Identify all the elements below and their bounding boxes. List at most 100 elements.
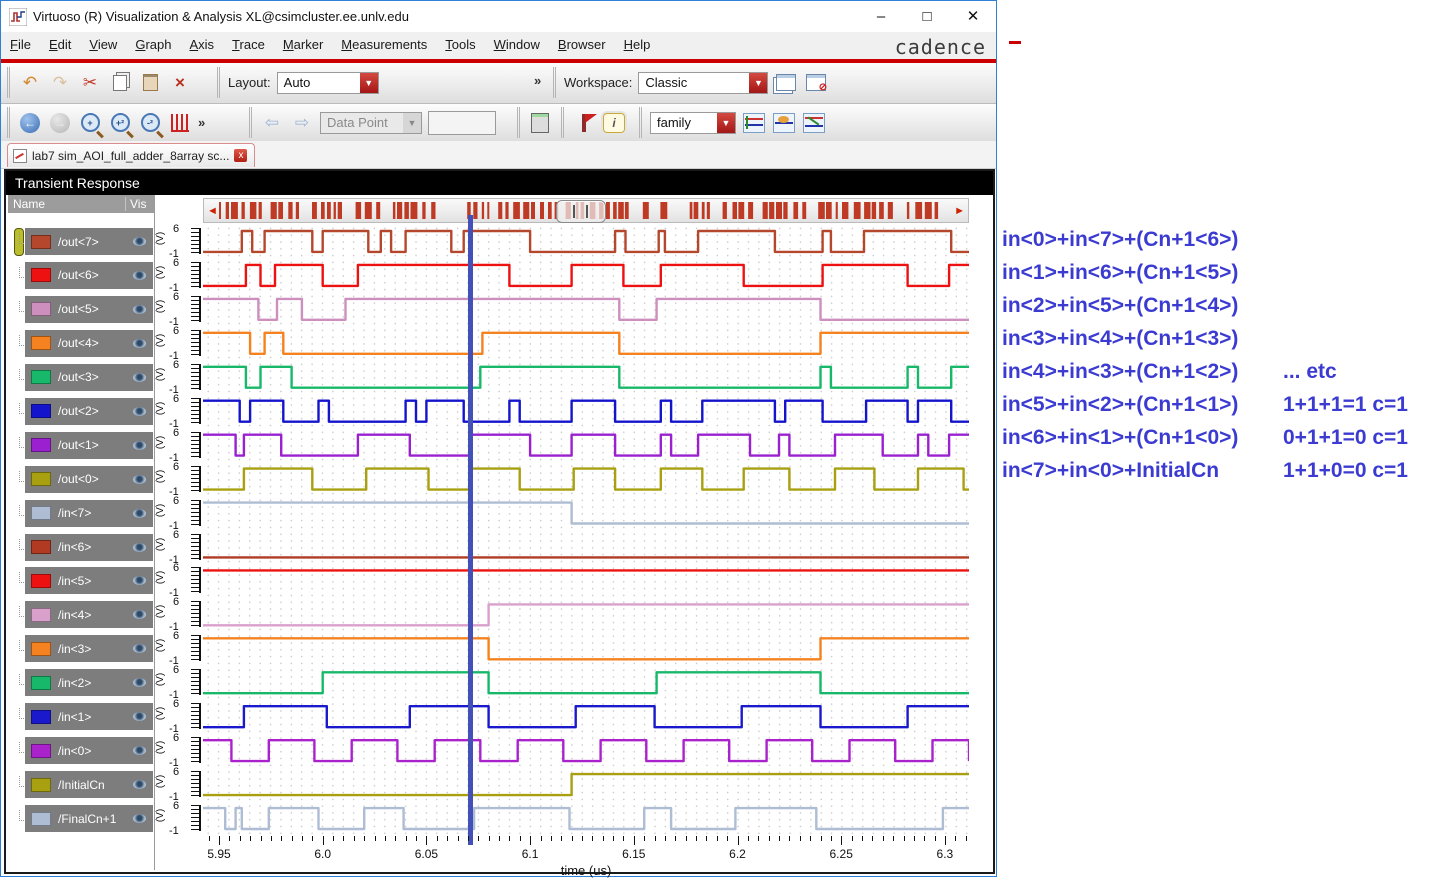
signal-row-out1[interactable]: /out<1> [25,432,153,459]
family-group: family ▼ [639,107,826,138]
label-icon[interactable]: i [602,111,626,135]
layout-dropdown-arrow[interactable]: ▼ [360,73,378,93]
visibility-eye-icon[interactable] [133,271,146,280]
signal-row-in4[interactable]: /in<4> [25,601,153,628]
visibility-eye-icon[interactable] [133,373,146,382]
toolbar-zoom: ← → + +² -² » ⇦ ⇨ Data Point ▼ [1,104,996,142]
signal-row-in3[interactable]: /in<3> [25,635,153,662]
signal-color-swatch [31,540,51,554]
time-cursor[interactable] [468,215,473,845]
visibility-eye-icon[interactable] [133,576,146,585]
visibility-eye-icon[interactable] [133,339,146,348]
undo-icon[interactable]: ↶ [18,71,42,95]
signal-row-out3[interactable]: /out<3> [25,364,153,391]
exchange-plot-icon[interactable] [802,111,826,135]
visibility-eye-icon[interactable] [133,305,146,314]
overview-scroll-strip[interactable]: ◄ ► [203,198,969,223]
datapoint-dropdown[interactable]: Data Point ▼ [320,112,422,134]
signal-row-in7[interactable]: /in<7> [25,500,153,527]
signal-row-out5[interactable]: /out<5> [25,296,153,323]
signal-name: /out<7> [58,235,133,249]
menu-graph[interactable]: Graph [126,32,180,52]
menu-file[interactable]: File [1,32,40,52]
signal-row-FinalCn1[interactable]: /FinalCn+1 [25,805,153,832]
flag-icon[interactable] [572,111,596,135]
zoom-x-icon[interactable] [168,111,192,135]
menu-marker[interactable]: Marker [274,32,332,52]
menu-window[interactable]: Window [485,32,549,52]
menu-axis[interactable]: Axis [180,32,223,52]
signal-row-in5[interactable]: /in<5> [25,567,153,594]
datapoint-value-field[interactable] [428,111,496,135]
visibility-eye-icon[interactable] [133,780,146,789]
menu-view[interactable]: View [80,32,126,52]
workspace-dropdown[interactable]: Classic ▼ [638,72,768,94]
family-dropdown[interactable]: family ▼ [650,112,736,134]
visibility-eye-icon[interactable] [133,543,146,552]
signal-row-out7[interactable]: /out<7> [25,228,153,255]
prev-point-icon[interactable]: ⇦ [260,111,284,135]
signal-row-in6[interactable]: /in<6> [25,534,153,561]
waveform-plot[interactable] [203,225,969,836]
close-button[interactable]: ✕ [950,1,996,32]
signal-row-out4[interactable]: /out<4> [25,330,153,357]
back-icon[interactable]: ← [18,111,42,135]
visibility-eye-icon[interactable] [133,509,146,518]
signal-color-swatch [31,302,51,316]
delete-workspace-icon[interactable]: ⊘ [804,71,828,95]
signal-row-out0[interactable]: /out<0> [25,466,153,493]
visibility-eye-icon[interactable] [133,644,146,653]
family-dropdown-arrow[interactable]: ▼ [717,113,735,133]
zoom-out-icon[interactable]: -² [138,111,162,135]
signal-row-InitialCn[interactable]: /InitialCn [25,771,153,798]
visibility-eye-icon[interactable] [133,475,146,484]
signal-row-in0[interactable]: /in<0> [25,737,153,764]
signal-row-out2[interactable]: /out<2> [25,398,153,425]
next-point-icon[interactable]: ⇨ [290,111,314,135]
zoom-fit-icon[interactable]: + [78,111,102,135]
menu-tools[interactable]: Tools [436,32,484,52]
visibility-eye-icon[interactable] [133,441,146,450]
redo-icon[interactable]: ↷ [48,71,72,95]
tab-lab7-sim[interactable]: lab7 sim_AOI_full_adder_8array sc... x [7,143,255,167]
tab-close-icon[interactable]: x [234,149,247,162]
minimize-button[interactable]: – [858,1,904,32]
paste-icon[interactable] [138,71,162,95]
workspace-dropdown-arrow[interactable]: ▼ [749,73,767,93]
visibility-eye-icon[interactable] [133,746,146,755]
visibility-eye-icon[interactable] [133,407,146,416]
maximize-button[interactable]: □ [904,1,950,32]
overview-slider-handle[interactable] [556,200,606,223]
delete-icon[interactable]: × [168,71,192,95]
menu-edit[interactable]: Edit [40,32,80,52]
new-workspace-icon[interactable] [774,71,798,95]
signal-row-in2[interactable]: /in<2> [25,669,153,696]
menu-measurements[interactable]: Measurements [332,32,436,52]
copy-icon[interactable] [108,71,132,95]
forward-icon[interactable]: → [48,111,72,135]
menu-help[interactable]: Help [615,32,660,52]
signal-row-out6[interactable]: /out<6> [25,262,153,289]
tab-label: lab7 sim_AOI_full_adder_8array sc... [32,149,229,163]
signal-row-in1[interactable]: /in<1> [25,703,153,730]
trace-out7 [203,231,969,252]
layout-dropdown[interactable]: Auto ▼ [277,72,379,94]
annotation-line: in<5>+in<2>+(Cn+1<1>)1+1+1=1 c=1 [1002,393,1438,426]
toolbar-overflow[interactable]: » [534,73,541,88]
visibility-eye-icon[interactable] [133,678,146,687]
menu-trace[interactable]: Trace [223,32,274,52]
swap-sweep-icon[interactable] [742,111,766,135]
zoom-in-icon[interactable]: +² [108,111,132,135]
calculator-icon[interactable] [528,111,552,135]
signal-color-swatch [31,778,51,792]
zoom-overflow[interactable]: » [198,115,205,130]
refresh-plot-icon[interactable] [772,111,796,135]
visibility-eye-icon[interactable] [133,814,146,823]
visibility-eye-icon[interactable] [133,610,146,619]
cut-icon[interactable]: ✂ [78,71,102,95]
datapoint-dropdown-arrow[interactable]: ▼ [403,113,421,133]
y-axis-12: (V)6-1 [156,632,204,665]
visibility-eye-icon[interactable] [133,712,146,721]
visibility-eye-icon[interactable] [133,237,146,246]
menu-browser[interactable]: Browser [549,32,615,52]
